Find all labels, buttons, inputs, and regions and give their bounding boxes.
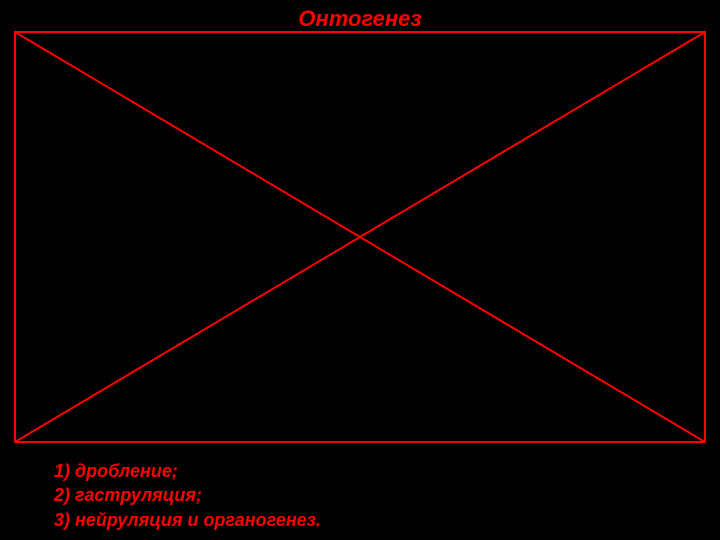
list-item: 3) нейруляция и органогенез.	[54, 508, 321, 532]
stages-list: 1) дробление; 2) гаструляция; 3) нейруля…	[54, 459, 321, 532]
page-title: Онтогенез	[0, 6, 720, 32]
missing-image-placeholder	[14, 31, 706, 443]
list-item: 1) дробление;	[54, 459, 321, 483]
list-item: 2) гаструляция;	[54, 483, 321, 507]
broken-image-icon	[14, 31, 706, 443]
